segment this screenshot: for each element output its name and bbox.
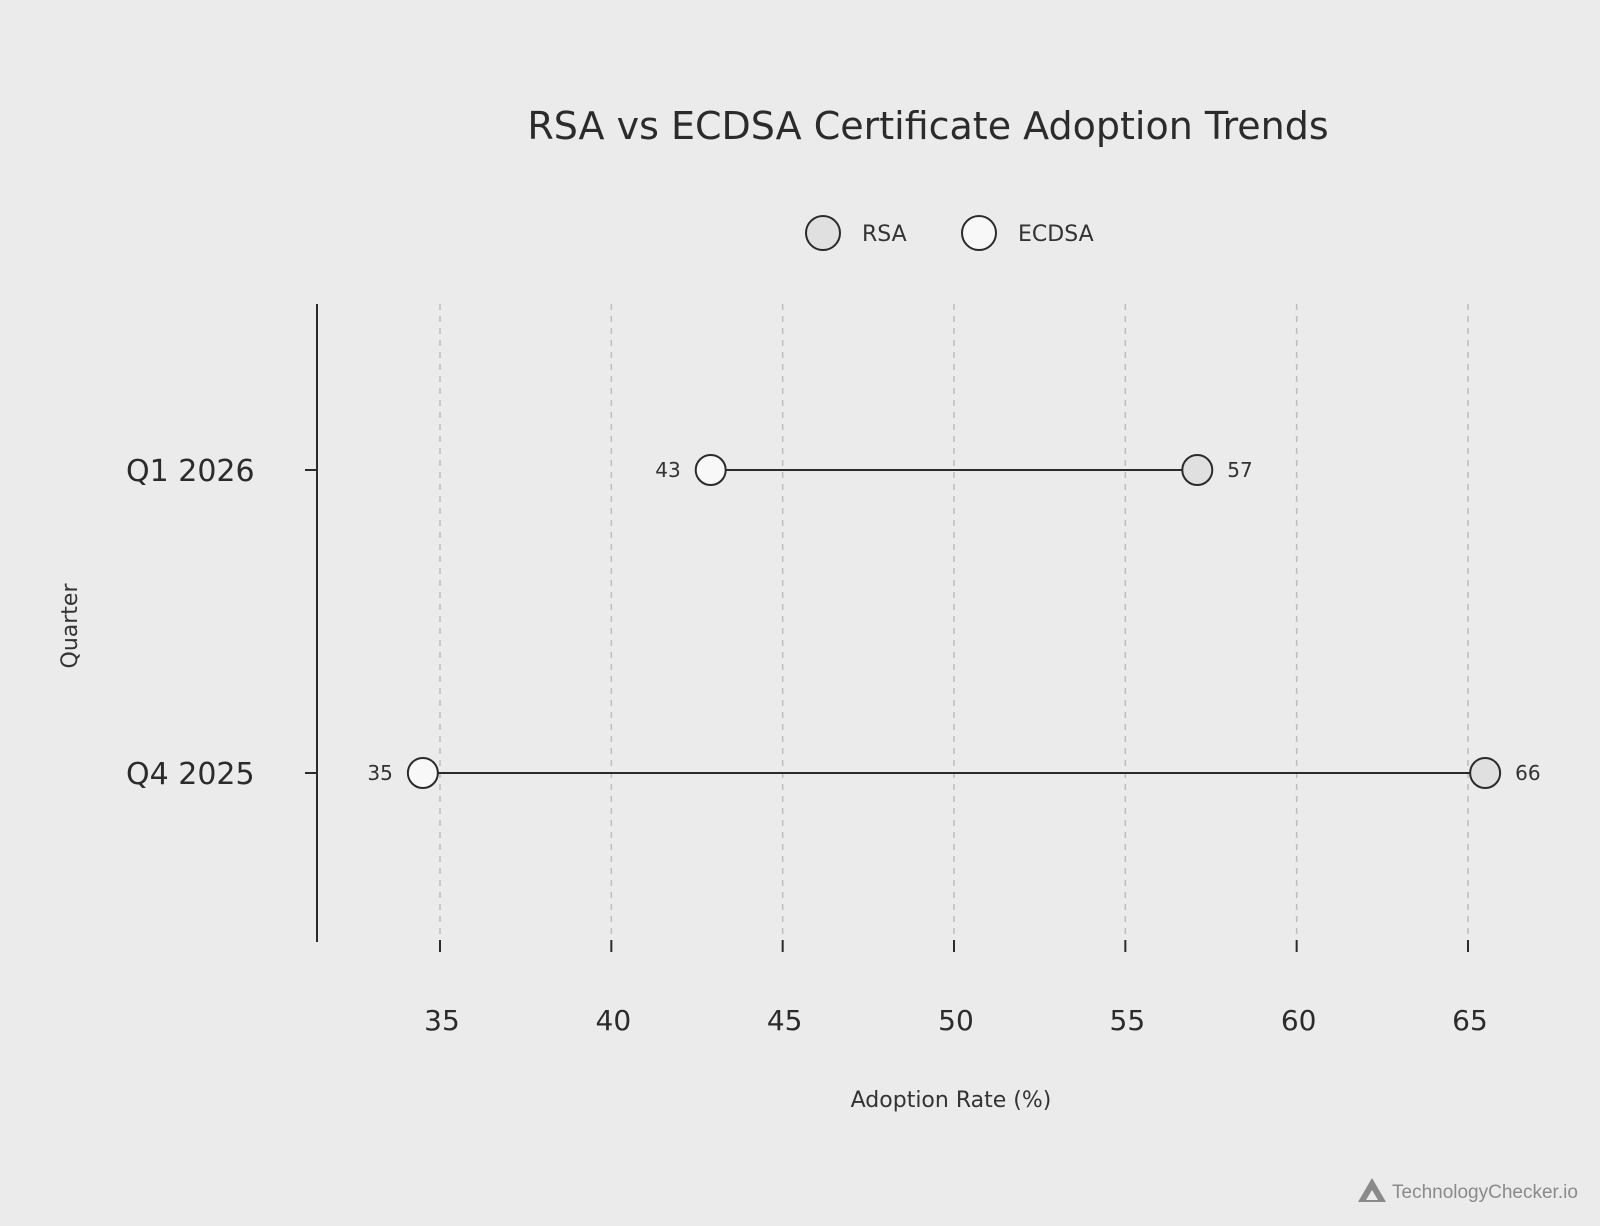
- value-label-rsa-1: 66: [1515, 761, 1540, 785]
- x-tick-label-50: 50: [938, 1004, 974, 1037]
- y-axis: Q1 2026 Q4 2025: [126, 304, 318, 942]
- y-axis-title: Quarter: [58, 583, 83, 669]
- legend-item-rsa[interactable]: RSA: [805, 215, 907, 251]
- value-label-ecdsa-1: 35: [367, 761, 392, 785]
- x-axis: 35 40 45 50 55 60 65: [424, 940, 1488, 1037]
- legend-marker-ecdsa: [961, 215, 997, 251]
- x-tick-label-60: 60: [1281, 1004, 1317, 1037]
- legend-marker-rsa: [805, 215, 841, 251]
- x-tick-label-45: 45: [767, 1004, 803, 1037]
- legend-item-ecdsa[interactable]: ECDSA: [961, 215, 1094, 251]
- value-label-rsa-0: 57: [1227, 458, 1252, 482]
- gridlines: [439, 304, 1469, 935]
- legend: RSA ECDSA: [805, 215, 1094, 251]
- point-rsa-1[interactable]: [1469, 757, 1502, 789]
- x-tick-label-40: 40: [596, 1004, 632, 1037]
- watermark-text: TechnologyChecker.io: [1392, 1182, 1578, 1203]
- point-rsa-0[interactable]: [1181, 454, 1214, 486]
- legend-label-rsa: RSA: [862, 222, 907, 247]
- point-ecdsa-1[interactable]: [406, 757, 439, 789]
- y-tick-label-1: Q4 2025: [126, 757, 255, 792]
- y-tick-label-0: Q1 2026: [126, 454, 255, 489]
- watermark: TechnologyChecker.io: [1358, 1178, 1578, 1203]
- value-label-ecdsa-0: 43: [655, 458, 680, 482]
- x-tick-label-65: 65: [1452, 1004, 1488, 1037]
- chart-title: RSA vs ECDSA Certificate Adoption Trends: [527, 104, 1328, 148]
- plot-area: 57 43 66 35: [367, 454, 1541, 789]
- x-axis-title: Adoption Rate (%): [851, 1088, 1052, 1113]
- x-tick-label-55: 55: [1110, 1004, 1146, 1037]
- point-ecdsa-0[interactable]: [694, 454, 727, 486]
- legend-label-ecdsa: ECDSA: [1018, 222, 1094, 247]
- triangle-logo-icon: [1358, 1178, 1386, 1202]
- x-tick-label-35: 35: [424, 1004, 460, 1037]
